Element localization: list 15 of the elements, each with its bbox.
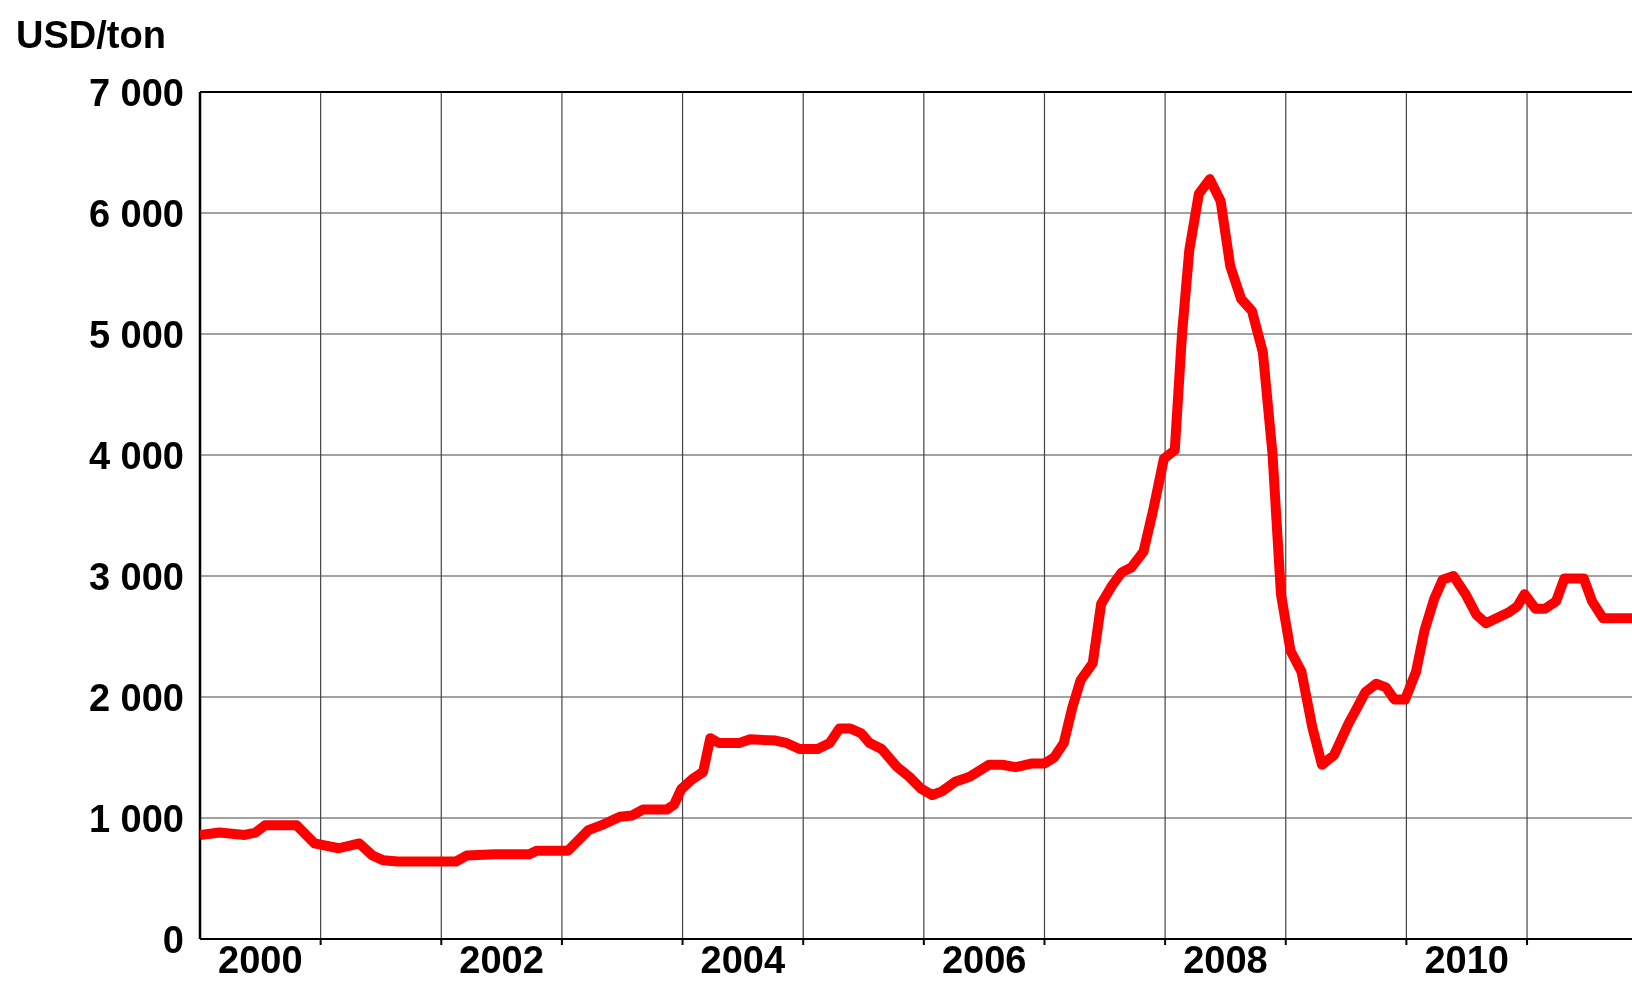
x-tick-label: 2000 bbox=[218, 939, 303, 981]
x-tick-label: 2004 bbox=[700, 939, 786, 981]
x-tick-label: 2008 bbox=[1183, 939, 1268, 981]
y-tick-label: 6 000 bbox=[88, 192, 184, 235]
x-tick-label: 2006 bbox=[941, 939, 1027, 981]
y-tick-label: 2 000 bbox=[88, 676, 184, 719]
y-tick-label: 4 000 bbox=[88, 434, 184, 477]
y-axis-title: USD/ton bbox=[16, 14, 166, 56]
y-tick-label: 1 000 bbox=[88, 797, 184, 840]
x-tick-label: 2010 bbox=[1424, 939, 1509, 981]
y-tick-label: 5 000 bbox=[88, 313, 184, 356]
y-tick-label: 7 000 bbox=[88, 71, 184, 114]
x-tick-label: 2002 bbox=[459, 939, 544, 981]
y-tick-label: 0 bbox=[162, 918, 184, 961]
y-tick-label: 3 000 bbox=[88, 555, 184, 598]
